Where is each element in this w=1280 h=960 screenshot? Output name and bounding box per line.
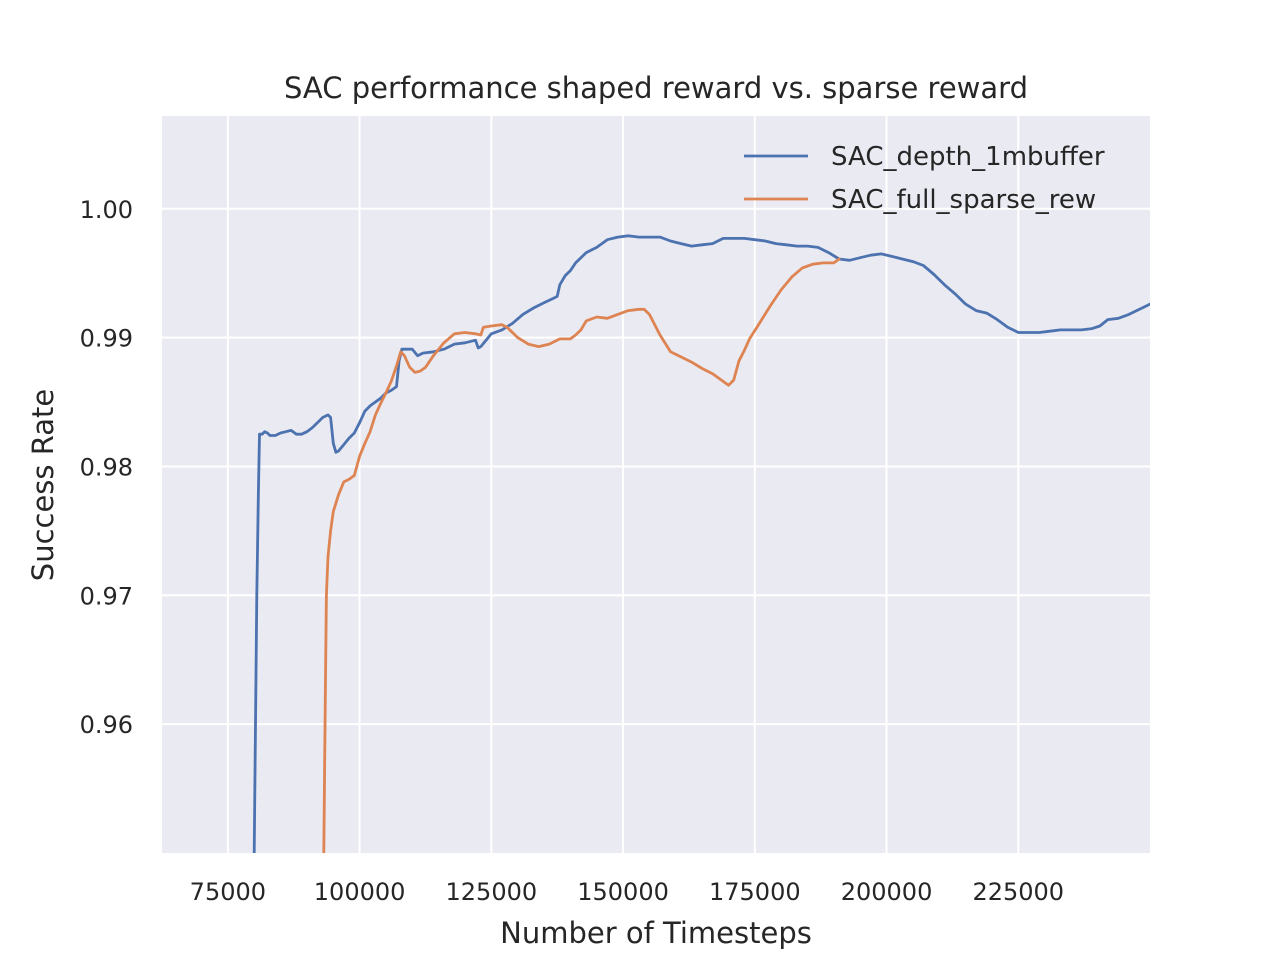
y-tick-label: 0.99 (80, 325, 133, 353)
y-tick-label: 0.96 (80, 711, 133, 739)
y-tick-label: 0.97 (80, 582, 133, 610)
series-line-SAC_full_sparse_rew (322, 257, 841, 853)
legend-label: SAC_depth_1mbuffer (831, 142, 1105, 172)
x-tick-label: 175000 (709, 878, 801, 906)
chart-title: SAC performance shaped reward vs. sparse… (284, 71, 1028, 105)
series-line-SAC_depth_1mbuffer (252, 234, 1150, 853)
legend-label: SAC_full_sparse_rew (831, 185, 1096, 215)
y-axis-label: Success Rate (26, 389, 60, 581)
grid (162, 116, 1150, 853)
legend: SAC_depth_1mbuffer SAC_full_sparse_rew (744, 142, 1105, 215)
x-tick-label: 225000 (972, 878, 1064, 906)
y-tick-label: 1.00 (80, 196, 133, 224)
x-axis-label: Number of Timesteps (500, 916, 812, 950)
x-tick-labels: 75000 100000 125000 150000 175000 200000 22500… (190, 878, 1064, 906)
x-tick-label: 150000 (577, 878, 669, 906)
x-tick-label: 200000 (841, 878, 933, 906)
series-layer (252, 234, 1150, 853)
plot-background (162, 116, 1150, 853)
y-tick-label: 0.98 (80, 453, 133, 481)
x-tick-label: 125000 (446, 878, 538, 906)
y-tick-labels: 0.96 0.97 0.98 0.99 1.00 (80, 196, 133, 739)
x-tick-label: 75000 (190, 878, 266, 906)
x-tick-label: 100000 (314, 878, 406, 906)
